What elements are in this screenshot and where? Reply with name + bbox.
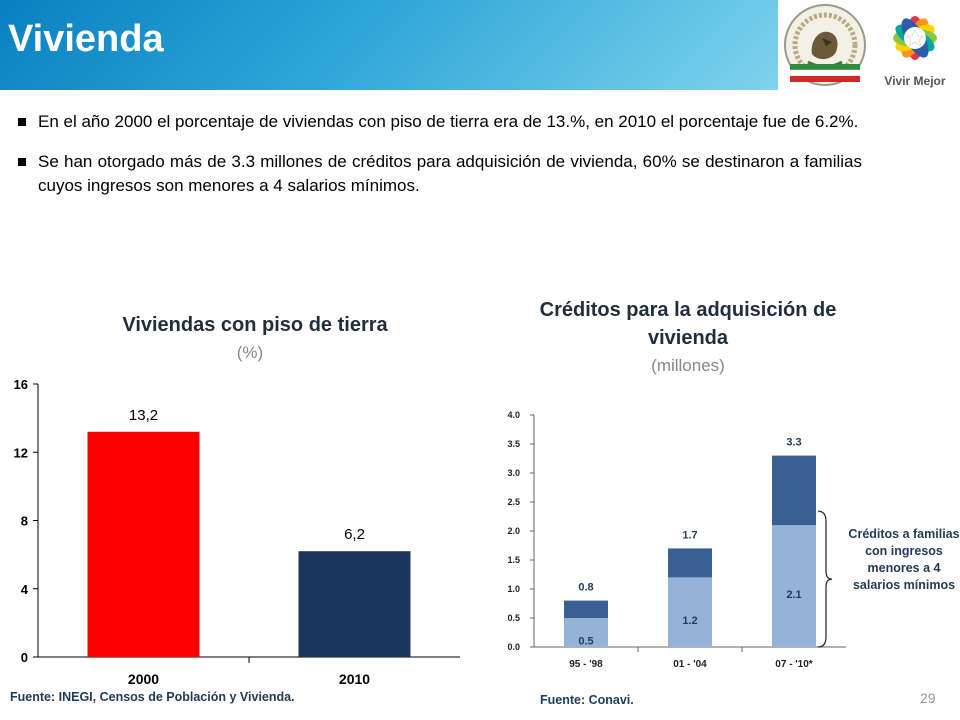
flower-logo-icon [893,16,937,60]
y-tick-label: 1.5 [507,555,520,565]
y-tick-label: 3.5 [507,439,520,449]
header-banner: Vivienda Vivir Mejor [0,0,960,90]
bullet-text: Se han otorgado más de 3.3 millones de c… [38,152,862,195]
square-bullet-icon [18,158,26,166]
bullet-item: Se han otorgado más de 3.3 millones de c… [18,150,862,198]
header-band [0,0,778,90]
chart2-title: Créditos para la adquisición de vivienda [539,299,837,349]
chart1-svg: 0 4 8 12 16 13,2 2000 6,2 2010 [14,377,460,687]
segment-label: 2.1 [786,589,801,601]
data-label: 6,2 [344,526,365,543]
chart1-title: Viviendas con piso de tierra [122,314,388,336]
chart2-svg: 0.0 0.5 1.0 1.5 2.0 2.5 3.0 3.5 4.0 0.5 0.8 95 - '9… [507,410,846,670]
bar [298,551,411,657]
bar [87,431,200,657]
annotation-bracket [817,510,833,648]
y-tick-label: 0.5 [507,613,520,623]
total-label: 0.8 [578,582,593,594]
y-tick-label: 3.0 [507,468,520,478]
stacked-bar-segment [668,548,712,578]
stacked-bar-segment [772,455,816,526]
chart2-subtitle: (millones) [651,356,725,375]
y-tick-label: 12 [14,445,28,460]
x-tick-label: 95 - '98 [569,659,603,670]
bullet-list: En el año 2000 el porcentaje de vivienda… [18,110,862,214]
stacked-bar-segment [564,618,608,647]
chart2-source: Fuente: Conavi. [540,693,634,707]
y-tick-label: 0.0 [507,642,520,652]
vivir-mejor-logo: Vivir Mejor [872,2,958,90]
x-tick-label: 2000 [128,671,159,687]
total-label: 3.3 [786,437,801,449]
bullet-text: En el año 2000 el porcentaje de vivienda… [38,112,859,131]
page-number: 29 [920,690,936,706]
x-tick-label: 07 - '10* [775,659,813,670]
stacked-bar-segment [564,600,608,618]
y-tick-label: 1.0 [507,584,520,594]
total-label: 1.7 [682,529,697,541]
x-tick-label: 2010 [339,671,370,687]
bullet-item: En el año 2000 el porcentaje de vivienda… [18,110,862,134]
y-tick-label: 4 [21,582,29,597]
x-tick-label: 01 - '04 [673,659,707,670]
logo-caption: Vivir Mejor [884,74,946,88]
y-tick-label: 0 [21,650,28,665]
segment-label: 1.2 [682,615,697,627]
chart1-source: Fuente: INEGI, Censos de Población y Viv… [10,690,295,704]
segment-label: 0.5 [578,636,593,648]
y-tick-label: 2.5 [507,497,520,507]
square-bullet-icon [18,118,26,126]
mexico-seal-icon [784,4,866,86]
y-tick-label: 8 [21,514,28,529]
page-title: Vivienda [8,18,164,60]
y-tick-label: 2.0 [507,526,520,536]
y-tick-label: 16 [14,377,28,392]
stacked-bar-segment [772,525,816,647]
data-label: 13,2 [129,407,158,424]
y-tick-label: 4.0 [507,410,520,420]
stacked-bar-segment [668,577,712,647]
bracket-annotation: Créditos a familias con ingresos menores… [848,527,960,592]
chart1-subtitle: (%) [236,343,264,362]
